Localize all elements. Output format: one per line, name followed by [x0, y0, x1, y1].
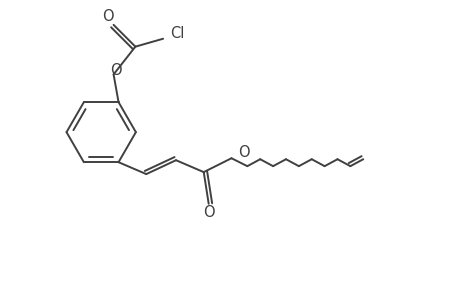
Text: O: O	[238, 145, 250, 160]
Text: O: O	[110, 63, 121, 78]
Text: O: O	[101, 9, 113, 24]
Text: Cl: Cl	[169, 26, 184, 41]
Text: O: O	[202, 205, 214, 220]
